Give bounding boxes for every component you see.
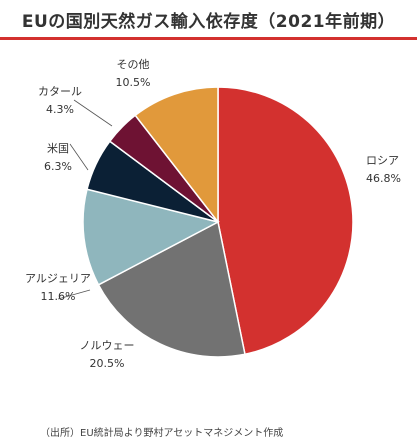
pie-slices	[82, 86, 354, 358]
leader-line-algeria	[57, 289, 91, 300]
pie-slice-algeria	[82, 188, 221, 286]
pie-chart: ロシア 46.8% ノルウェー 20.5% アルジェリア 11.6% 米国 6.3% カタール 4…	[25, 58, 401, 370]
slice-label-usa: 米国	[47, 142, 69, 155]
slice-labels: ロシア 46.8% ノルウェー 20.5% アルジェリア 11.6% 米国 6.3% カタール 4…	[25, 58, 401, 370]
pie-slice-russia	[217, 86, 354, 356]
leader-line-usa	[69, 143, 89, 171]
slice-label-other: その他	[117, 58, 150, 71]
slice-label-qatar: カタール	[38, 85, 82, 98]
slice-value-other: 10.5%	[116, 76, 151, 89]
slice-value-usa: 6.3%	[44, 160, 72, 173]
slice-value-algeria: 11.6%	[41, 290, 76, 303]
slice-label-norway: ノルウェー	[80, 339, 135, 352]
title-bar: EUの国別天然ガス輸入依存度（2021年前期）	[0, 0, 417, 40]
pie-slice-other	[134, 86, 219, 225]
chart-title: EUの国別天然ガス輸入依存度（2021年前期）	[21, 12, 396, 32]
slice-value-norway: 20.5%	[90, 357, 125, 370]
source-note: （出所）EU統計局より野村アセットマネジメント作成	[40, 428, 284, 439]
slice-label-algeria: アルジェリア	[25, 272, 91, 285]
slice-value-russia: 46.8%	[366, 172, 401, 185]
slice-label-russia: ロシア	[366, 154, 399, 167]
slice-value-qatar: 4.3%	[46, 103, 74, 116]
pie-slice-norway	[97, 220, 246, 358]
leader-lines	[57, 99, 113, 300]
leader-line-qatar	[73, 99, 113, 127]
